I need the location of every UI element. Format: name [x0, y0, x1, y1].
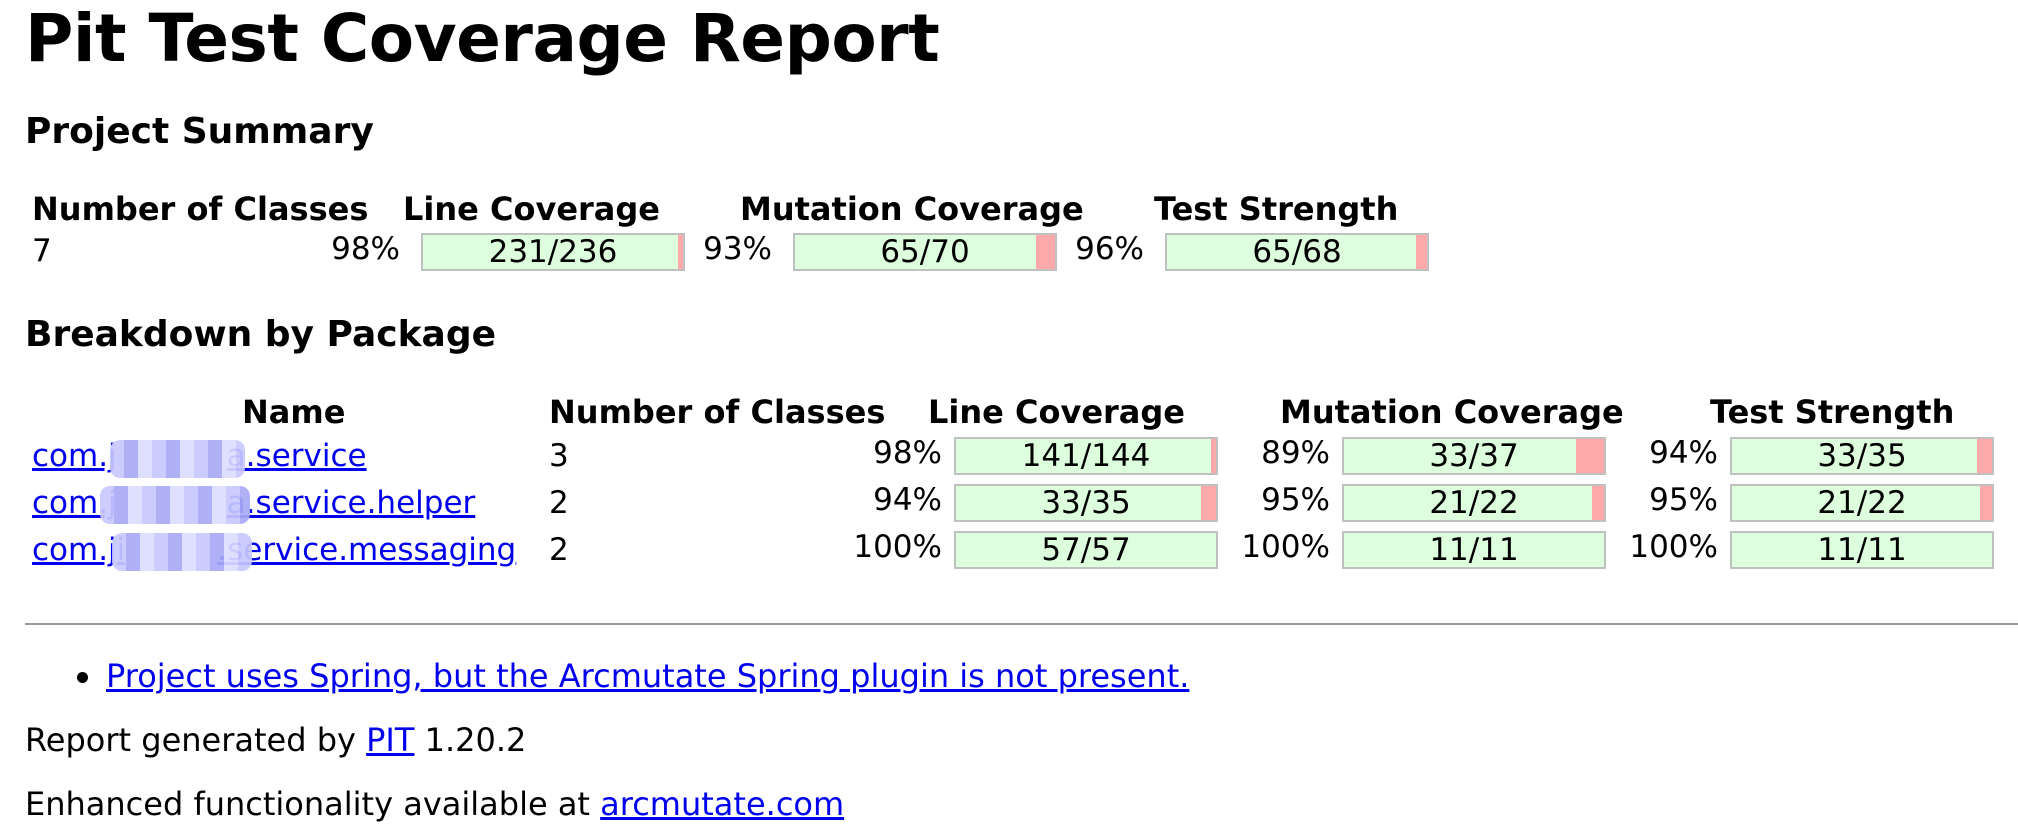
row-strength-pct: 94%: [1649, 435, 1718, 471]
row-mutation-ratio: 33/37: [1429, 438, 1519, 474]
uncovered-fill: [1415, 235, 1427, 269]
row-mutation-bar: 11/11: [1342, 531, 1606, 569]
summary-strength-bar: 65/68: [1165, 233, 1429, 271]
uncovered-fill: [677, 235, 683, 269]
row-strength-ratio: 11/11: [1817, 532, 1907, 568]
package-name-suffix: .service.messaging: [217, 532, 517, 568]
section-divider: [25, 623, 2018, 625]
breakdown-heading: Breakdown by Package: [25, 314, 497, 355]
row-line-ratio: 57/57: [1041, 532, 1131, 568]
summary-mutation-ratio: 65/70: [880, 234, 970, 270]
row-line-ratio: 141/144: [1021, 438, 1151, 474]
row-strength-bar: 11/11: [1730, 531, 1994, 569]
uncovered-fill: [1575, 439, 1604, 473]
package-link-service-messaging[interactable]: com.ji .service.messaging: [32, 530, 516, 570]
package-link-service-helper[interactable]: com.j a.service.helper: [32, 483, 475, 523]
row-classes: 2: [549, 532, 569, 568]
row-classes: 3: [549, 438, 569, 474]
spring-plugin-warning-link[interactable]: Project uses Spring, but the Arcmutate S…: [106, 657, 1190, 695]
uncovered-fill: [1210, 439, 1216, 473]
row-line-bar: 57/57: [954, 531, 1218, 569]
breakdown-header-classes: Number of Classes: [549, 393, 886, 431]
enhanced-functionality-line: Enhanced functionality available at arcm…: [25, 784, 844, 824]
summary-mutation-pct: 93%: [703, 231, 772, 267]
row-line-pct: 98%: [873, 435, 942, 471]
project-summary-heading: Project Summary: [25, 111, 374, 152]
package-name-suffix: a.service: [226, 438, 367, 474]
row-mutation-bar: 21/22: [1342, 484, 1606, 522]
row-line-bar: 33/35: [954, 484, 1218, 522]
row-strength-ratio: 33/35: [1817, 438, 1907, 474]
summary-line-ratio: 231/236: [488, 234, 618, 270]
summary-header-classes: Number of Classes: [32, 190, 369, 228]
generated-by-text: Report generated by: [25, 721, 356, 759]
summary-line-pct: 98%: [331, 231, 400, 267]
breakdown-header-line: Line Coverage: [928, 393, 1185, 431]
pit-link[interactable]: PIT: [366, 721, 415, 759]
redaction-blur: [110, 440, 245, 478]
row-mutation-pct: 100%: [1241, 529, 1330, 565]
breakdown-header-name: Name: [242, 393, 346, 431]
package-name-prefix: com.j: [32, 438, 117, 474]
arcmutate-link[interactable]: arcmutate.com: [600, 785, 845, 823]
summary-strength-pct: 96%: [1075, 231, 1144, 267]
row-strength-bar: 33/35: [1730, 437, 1994, 475]
breakdown-header-strength: Test Strength: [1710, 393, 1955, 431]
row-mutation-ratio: 11/11: [1429, 532, 1519, 568]
row-mutation-pct: 95%: [1261, 482, 1330, 518]
summary-classes-value: 7: [32, 233, 52, 269]
row-strength-bar: 21/22: [1730, 484, 1994, 522]
redaction-blur: [112, 533, 252, 571]
uncovered-fill: [1036, 235, 1055, 269]
page-title: Pit Test Coverage Report: [25, 0, 940, 77]
summary-header-strength: Test Strength: [1154, 190, 1399, 228]
summary-line-bar: 231/236: [421, 233, 685, 271]
uncovered-fill: [1980, 486, 1992, 520]
package-link-service[interactable]: com.j a.service: [32, 436, 367, 476]
row-strength-pct: 95%: [1649, 482, 1718, 518]
package-name-prefix: com.ji: [32, 532, 126, 568]
generated-by-line: Report generated by PIT 1.20.2: [25, 720, 526, 760]
row-strength-ratio: 21/22: [1817, 485, 1907, 521]
pit-version: 1.20.2: [424, 721, 527, 759]
row-line-ratio: 33/35: [1041, 485, 1131, 521]
uncovered-fill: [1592, 486, 1604, 520]
row-mutation-ratio: 21/22: [1429, 485, 1519, 521]
package-name-suffix: a.service.helper: [226, 485, 476, 521]
row-classes: 2: [549, 485, 569, 521]
redaction-blur: [100, 486, 250, 524]
row-line-bar: 141/144: [954, 437, 1218, 475]
row-line-pct: 100%: [853, 529, 942, 565]
row-mutation-bar: 33/37: [1342, 437, 1606, 475]
bullet-icon: [77, 672, 88, 683]
enhanced-functionality-text: Enhanced functionality available at: [25, 785, 590, 823]
uncovered-fill: [1201, 486, 1216, 520]
row-strength-pct: 100%: [1629, 529, 1718, 565]
summary-header-mutation: Mutation Coverage: [740, 190, 1084, 228]
summary-strength-ratio: 65/68: [1252, 234, 1342, 270]
uncovered-fill: [1977, 439, 1992, 473]
row-mutation-pct: 89%: [1261, 435, 1330, 471]
row-line-pct: 94%: [873, 482, 942, 518]
breakdown-header-mutation: Mutation Coverage: [1280, 393, 1624, 431]
summary-mutation-bar: 65/70: [793, 233, 1057, 271]
summary-header-line: Line Coverage: [403, 190, 660, 228]
